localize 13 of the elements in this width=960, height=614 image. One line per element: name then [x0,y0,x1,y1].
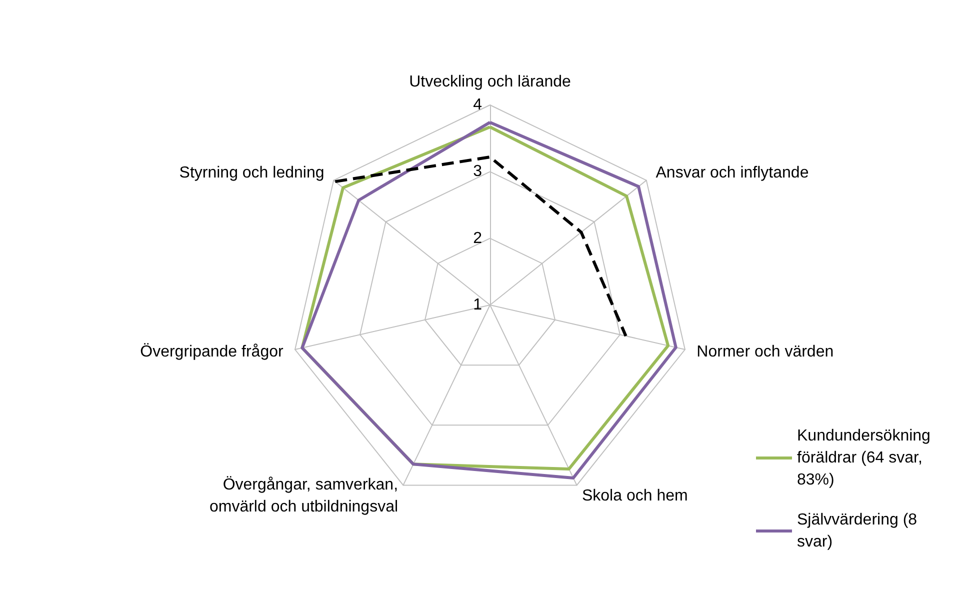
spoke-label: Övergripande frågor [140,342,284,361]
y-tick-label: 2 [473,230,482,247]
spoke-label: Skola och hem [582,488,688,505]
y-tick-label: 3 [473,163,482,180]
legend-label: Kundundersökning föräldrar (64 svar,83%) [797,428,935,488]
y-tick-label: 1 [473,296,482,314]
spoke-label: Styrning och ledning [179,164,324,182]
spoke-label: Övergångar, samverkan, omvärld och utbildningsval [209,476,398,516]
legend-label: Självvärdering (8 svar) [797,512,922,550]
y-tick-label: 4 [473,96,482,114]
spoke-label: Normer och värden [696,344,834,361]
spoke-label: Utveckling och lärande [409,74,572,90]
spoke-label: Ansvar och inflytande [656,164,809,182]
